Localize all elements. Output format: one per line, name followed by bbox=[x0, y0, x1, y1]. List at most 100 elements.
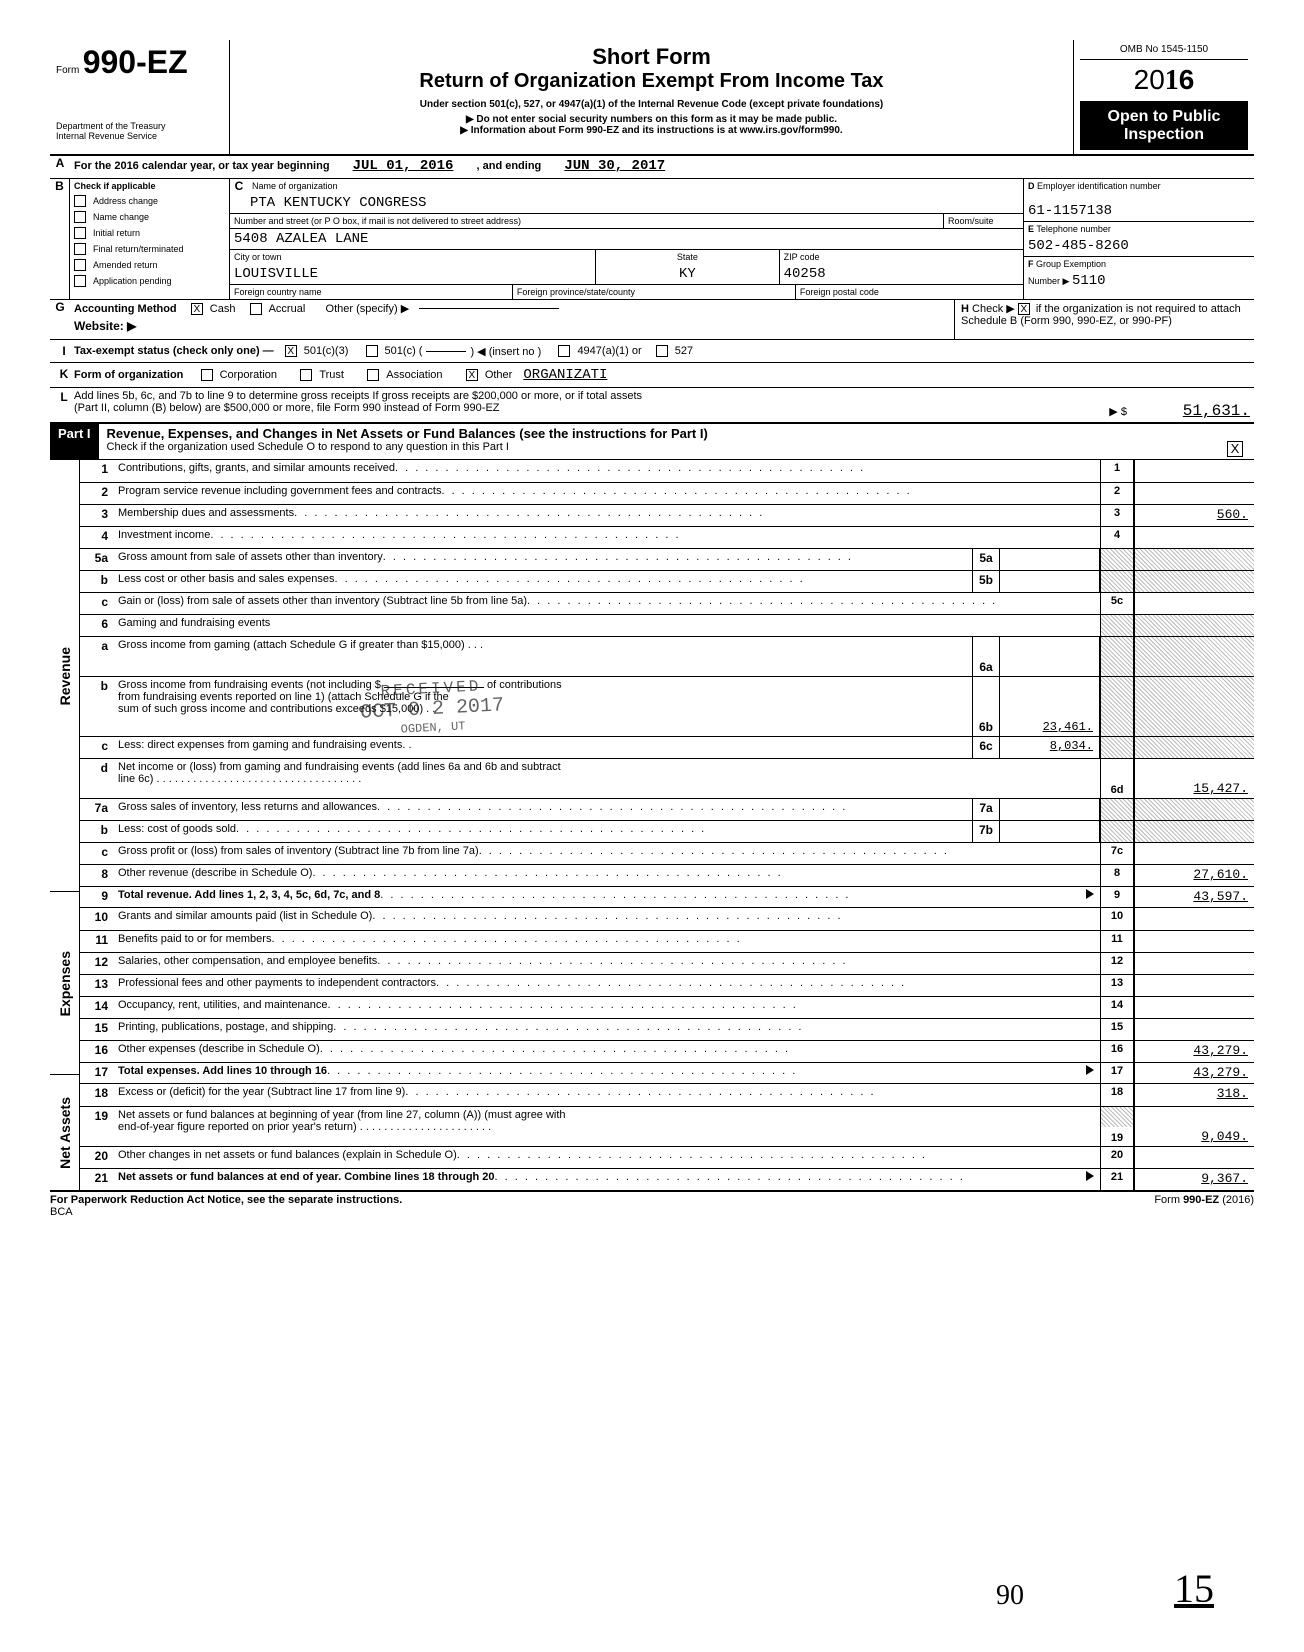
gross-receipts-value: 51,631. bbox=[1130, 402, 1250, 420]
row-k: K Form of organization Corporation Trust… bbox=[50, 362, 1254, 387]
ein-value: 61-1157138 bbox=[1028, 203, 1250, 219]
line-6c: c Less: direct expenses from gaming and … bbox=[80, 736, 1254, 758]
line-1: 1 Contributions, gifts, grants, and simi… bbox=[80, 460, 1254, 482]
cb-cash[interactable]: X bbox=[191, 303, 203, 315]
line-21: 21 Net assets or fund balances at end of… bbox=[80, 1168, 1254, 1190]
group-number-value: 5110 bbox=[1072, 273, 1106, 289]
paperwork-notice: For Paperwork Reduction Act Notice, see … bbox=[50, 1194, 402, 1206]
city-value: LOUISVILLE bbox=[230, 264, 595, 284]
line-16: 16 Other expenses (describe in Schedule … bbox=[80, 1040, 1254, 1062]
cb-501c3[interactable]: X bbox=[285, 345, 297, 357]
check-if-applicable: Check if applicable bbox=[70, 179, 229, 193]
cb-amended[interactable]: Amended return bbox=[70, 257, 229, 273]
info-url-text: Information about Form 990-EZ and its in… bbox=[471, 125, 843, 136]
line-7c: c Gross profit or (loss) from sales of i… bbox=[80, 842, 1254, 864]
org-info-block: B Check if applicable Address change Nam… bbox=[50, 178, 1254, 299]
state-value: KY bbox=[596, 264, 779, 284]
cb-4947[interactable] bbox=[558, 345, 570, 357]
box-def: D Employer identification number 61-1157… bbox=[1024, 179, 1254, 299]
form-label: Form bbox=[56, 65, 79, 76]
line-5a: 5a Gross amount from sale of assets othe… bbox=[80, 548, 1254, 570]
line-6a: a Gross income from gaming (attach Sched… bbox=[80, 636, 1254, 676]
cb-accrual[interactable] bbox=[250, 303, 262, 315]
value-line-20 bbox=[1134, 1147, 1254, 1168]
cb-initial-return[interactable]: Initial return bbox=[70, 225, 229, 241]
part1-label: Part I bbox=[50, 424, 99, 459]
open-to-public: Open to Public bbox=[1086, 108, 1242, 126]
org-name-value: PTA KENTUCKY CONGRESS bbox=[230, 193, 1023, 214]
website-label: Website: ▶ bbox=[74, 319, 950, 333]
letter-k: K bbox=[54, 367, 74, 383]
cb-527[interactable] bbox=[656, 345, 668, 357]
accounting-other-value[interactable] bbox=[419, 308, 559, 309]
form-id-block: Form 990-EZ Department of the Treasury I… bbox=[50, 40, 230, 154]
inspection-label: Inspection bbox=[1086, 126, 1242, 144]
cb-association[interactable] bbox=[367, 369, 379, 381]
value-line-5b bbox=[1000, 571, 1100, 592]
line-10: 10 Grants and similar amounts paid (list… bbox=[80, 908, 1254, 930]
cb-501c[interactable] bbox=[366, 345, 378, 357]
street-label: Number and street (or P O box, if mail i… bbox=[230, 214, 943, 228]
letter-i: I bbox=[54, 344, 74, 358]
line-20: 20 Other changes in net assets or fund b… bbox=[80, 1146, 1254, 1168]
value-line-1 bbox=[1134, 460, 1254, 482]
other-org-value: ORGANIZATI bbox=[523, 367, 607, 383]
cb-address-change[interactable]: Address change bbox=[70, 193, 229, 209]
line-15: 15 Printing, publications, postage, and … bbox=[80, 1018, 1254, 1040]
value-line-10 bbox=[1134, 908, 1254, 930]
page-footer: For Paperwork Reduction Act Notice, see … bbox=[50, 1191, 1254, 1218]
line-13: 13 Professional fees and other payments … bbox=[80, 974, 1254, 996]
value-line-5c bbox=[1134, 593, 1254, 614]
box-h: H Check ▶ X if the organization is not r… bbox=[954, 300, 1254, 339]
year-begin-value: JUL 01, 2016 bbox=[353, 158, 454, 174]
letter-l: L bbox=[54, 390, 74, 420]
cb-application-pending[interactable]: Application pending bbox=[70, 273, 229, 289]
cb-final-return[interactable]: Final return/terminated bbox=[70, 241, 229, 257]
form-footer-right: Form 990-EZ (2016) bbox=[1154, 1194, 1254, 1218]
cb-corporation[interactable] bbox=[201, 369, 213, 381]
org-name-label: Name of organization bbox=[248, 179, 1023, 193]
value-line-7a bbox=[1000, 799, 1100, 820]
value-line-7c bbox=[1134, 843, 1254, 864]
row-a: A For the 2016 calendar year, or tax yea… bbox=[50, 156, 1254, 178]
value-line-21: 9,367. bbox=[1134, 1169, 1254, 1190]
value-line-8: 27,610. bbox=[1134, 865, 1254, 886]
value-line-18: 318. bbox=[1134, 1084, 1254, 1106]
part1-header: Part I Revenue, Expenses, and Changes in… bbox=[50, 422, 1254, 460]
box-c: C Name of organization PTA KENTUCKY CONG… bbox=[230, 179, 1024, 299]
value-line-14 bbox=[1134, 997, 1254, 1018]
cb-trust[interactable] bbox=[300, 369, 312, 381]
line-6: 6 Gaming and fundraising events bbox=[80, 614, 1254, 636]
line-17: 17 Total expenses. Add lines 10 through … bbox=[80, 1062, 1254, 1084]
line-7b: b Less: cost of goods sold 7b bbox=[80, 820, 1254, 842]
group-exemption-label: Group Exemption bbox=[1036, 259, 1106, 269]
phone-label: Telephone number bbox=[1036, 224, 1111, 234]
cb-name-change[interactable]: Name change bbox=[70, 209, 229, 225]
part1-title: Revenue, Expenses, and Changes in Net As… bbox=[107, 426, 1246, 441]
received-stamp: RECEIVED OCT 0 2 2017 OGDEN, UT bbox=[359, 676, 506, 738]
line-5c: c Gain or (loss) from sale of assets oth… bbox=[80, 592, 1254, 614]
open-to-public-box: Open to Public Inspection bbox=[1080, 102, 1248, 150]
value-line-11 bbox=[1134, 931, 1254, 952]
line-12: 12 Salaries, other compensation, and emp… bbox=[80, 952, 1254, 974]
ein-label: Employer identification number bbox=[1037, 181, 1161, 191]
lines-table: Revenue Expenses Net Assets 1 Contributi… bbox=[50, 460, 1254, 1191]
box-e: E Telephone number 502-485-8260 bbox=[1024, 222, 1254, 257]
line-11: 11 Benefits paid to or for members 11 bbox=[80, 930, 1254, 952]
cb-schedule-o[interactable]: X bbox=[1227, 441, 1243, 457]
value-line-19: 9,049. bbox=[1134, 1107, 1254, 1146]
bca-label: BCA bbox=[50, 1206, 73, 1218]
group-number-label: Number ▶ bbox=[1028, 276, 1069, 286]
form-org-label: Form of organization bbox=[74, 369, 183, 381]
cb-schedule-b[interactable]: X bbox=[1018, 303, 1030, 315]
line-3: 3 Membership dues and assessments 3 560. bbox=[80, 504, 1254, 526]
value-line-6b: 23,461. bbox=[1000, 677, 1100, 736]
title-main: Short Form bbox=[240, 44, 1063, 70]
letter-b: B bbox=[50, 179, 70, 299]
state-label: State bbox=[596, 250, 779, 264]
box-f: F Group Exemption Number ▶ 5110 bbox=[1024, 257, 1254, 291]
501c-insert-no[interactable] bbox=[426, 351, 466, 352]
value-line-6c: 8,034. bbox=[1000, 737, 1100, 758]
cb-other-org[interactable]: X bbox=[466, 369, 478, 381]
foreign-postal-label: Foreign postal code bbox=[795, 285, 1023, 299]
